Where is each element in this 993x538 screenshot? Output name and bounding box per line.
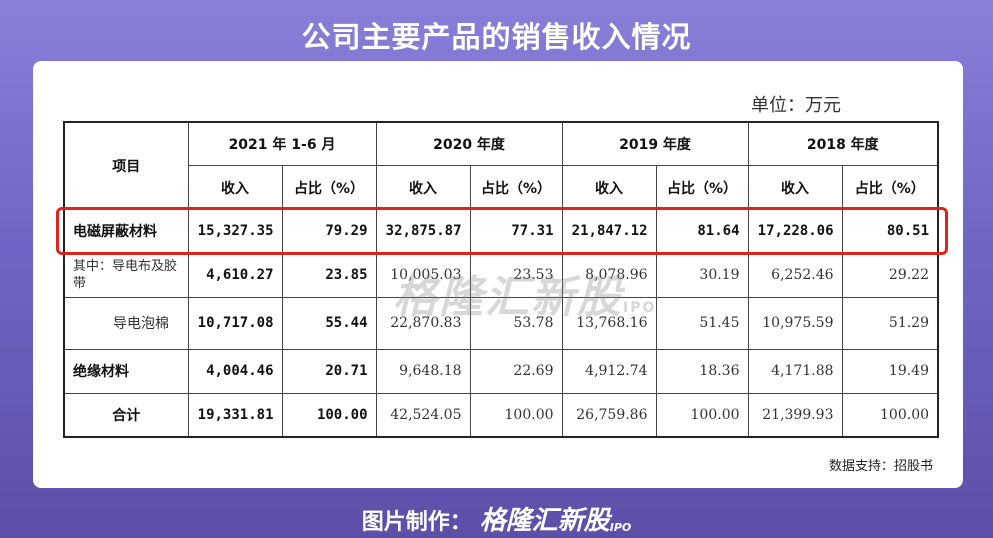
table-cell: 23.85 [281,252,377,298]
table-cell: 77.31 [469,209,563,254]
table-cell: 18.36 [655,348,749,394]
table-cell: 79.29 [281,209,377,254]
share-header: 占比（%） [281,165,377,211]
row-label: 绝缘材料 [63,348,189,394]
row-label: 其中：导电布及胶带 [63,252,189,298]
table-cell: 19,331.81 [187,392,283,438]
table-cell: 32,875.87 [375,209,471,254]
table-cell: 100.00 [841,392,939,438]
table-row: 导电泡棉 10,717.08 55.44 22,870.83 53.78 13,… [63,296,939,350]
period-header: 2018 年度 [747,121,939,167]
table-cell: 10,717.08 [187,296,283,350]
table-cell: 6,252.46 [747,252,843,298]
table-cell: 80.51 [841,209,939,254]
table-cell: 81.64 [655,209,749,254]
footer-credit: 图片制作： 格隆汇新股IPO [0,500,993,537]
table-cell: 51.45 [655,296,749,350]
table-cell: 13,768.16 [561,296,657,350]
table-cell: 26,759.86 [561,392,657,438]
revenue-header: 收入 [187,165,283,211]
table-row: 合计 19,331.81 100.00 42,524.05 100.00 26,… [63,392,939,438]
item-header: 项目 [63,121,189,211]
header-row-periods: 项目 2021 年 1-6 月 2020 年度 2019 年度 2018 年度 [63,121,939,211]
share-header: 占比（%） [655,165,749,211]
revenue-header: 收入 [375,165,471,211]
table-cell: 9,648.18 [375,348,471,394]
period-header: 2020 年度 [375,121,563,167]
share-header: 占比（%） [469,165,563,211]
table-cell: 19.49 [841,348,939,394]
row-label: 导电泡棉 [63,296,189,350]
table-cell: 4,004.46 [187,348,283,394]
table-cell: 30.19 [655,252,749,298]
table-cell: 10,975.59 [747,296,843,350]
table-row: 电磁屏蔽材料 15,327.35 79.29 32,875.87 77.31 2… [63,209,939,254]
table-cell: 100.00 [655,392,749,438]
footer-label: 图片制作： [361,510,472,535]
table-cell: 4,912.74 [561,348,657,394]
table-cell: 15,327.35 [187,209,283,254]
unit-label: 单位：万元 [751,95,841,116]
sales-table: 项目 2021 年 1-6 月 2020 年度 2019 年度 2018 年度 … [63,121,940,438]
table-cell: 4,171.88 [747,348,843,394]
data-source: 数据支持：招股书 [828,459,933,474]
table-cell: 29.22 [841,252,939,298]
share-header: 占比（%） [841,165,939,211]
table-cell: 17,228.06 [747,209,843,254]
revenue-header: 收入 [561,165,657,211]
period-header: 2019 年度 [561,121,749,167]
table-cell: 10,005.03 [375,252,471,298]
period-header: 2021 年 1-6 月 [187,121,377,167]
footer-brand-logo: 格隆汇新股 [479,506,610,536]
table-cell: 42,524.05 [375,392,471,438]
row-label: 合计 [63,392,189,438]
table-cell: 22,870.83 [375,296,471,350]
table-cell: 21,399.93 [747,392,843,438]
revenue-header: 收入 [747,165,843,211]
table-cell: 21,847.12 [561,209,657,254]
table-cell: 55.44 [281,296,377,350]
page-title: 公司主要产品的销售收入情况 [301,20,692,54]
row-label: 电磁屏蔽材料 [63,209,189,254]
table-cell: 53.78 [469,296,563,350]
table-cell: 23.53 [469,252,563,298]
header-row-metrics: 收入 占比（%） 收入 占比（%） 收入 占比（%） 收入 占比（%） [64,165,939,211]
table-cell: 100.00 [469,392,563,438]
footer-ipo: IPO [609,521,632,534]
table-cell: 51.29 [841,296,939,350]
table-cell: 22.69 [469,348,563,394]
table-cell: 8,078.96 [561,252,657,298]
table-cell: 4,610.27 [187,252,283,298]
table-card: 单位：万元 项目 2021 年 1-6 月 2020 年度 2019 年度 20… [33,61,963,488]
table-row: 绝缘材料 4,004.46 20.71 9,648.18 22.69 4,912… [63,348,939,394]
table-row: 其中：导电布及胶带 4,610.27 23.85 10,005.03 23.53… [63,252,939,298]
table-cell: 100.00 [281,392,377,438]
table-cell: 20.71 [281,348,377,394]
